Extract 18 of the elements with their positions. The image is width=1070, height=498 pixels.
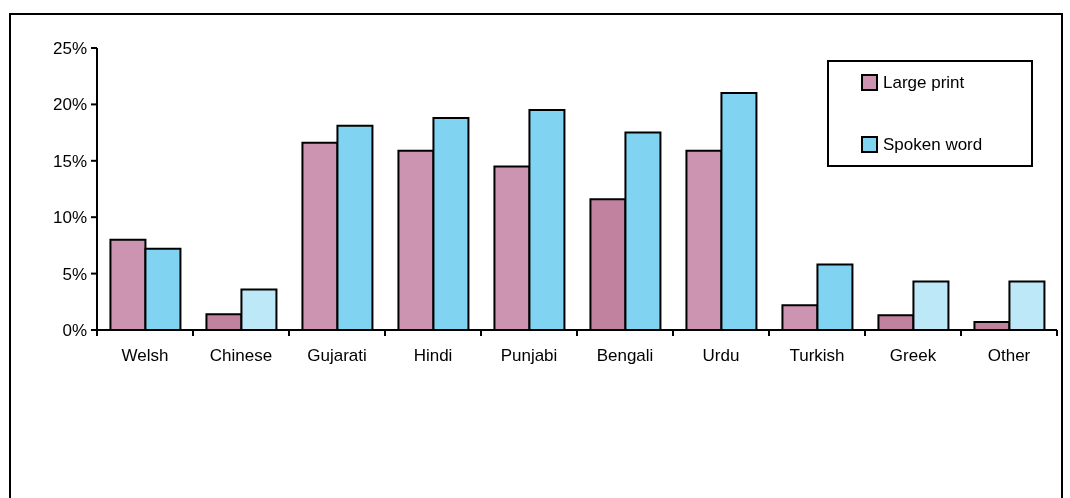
x-tick-label: Turkish [789, 346, 845, 366]
y-tick-label: 5% [62, 264, 87, 284]
legend-label: Large print [883, 72, 965, 93]
y-tick-label: 20% [52, 95, 87, 115]
x-tick-label: Welsh [121, 346, 169, 366]
x-tick-label: Hindi [413, 346, 453, 366]
legend-label: Spoken word [883, 134, 983, 155]
x-tick-label: Greek [889, 346, 937, 366]
y-tick-label: 25% [52, 39, 87, 59]
y-tick-label: 0% [62, 321, 87, 341]
x-tick-label: Urdu [702, 346, 740, 366]
y-tick-label: 15% [52, 151, 87, 171]
x-tick-label: Punjabi [500, 346, 558, 366]
x-tick-label: Gujarati [307, 346, 367, 366]
x-tick-label: Bengali [596, 346, 654, 366]
x-tick-label: Other [987, 346, 1031, 366]
y-tick-label: 10% [52, 208, 87, 228]
x-tick-label: Chinese [209, 346, 273, 366]
